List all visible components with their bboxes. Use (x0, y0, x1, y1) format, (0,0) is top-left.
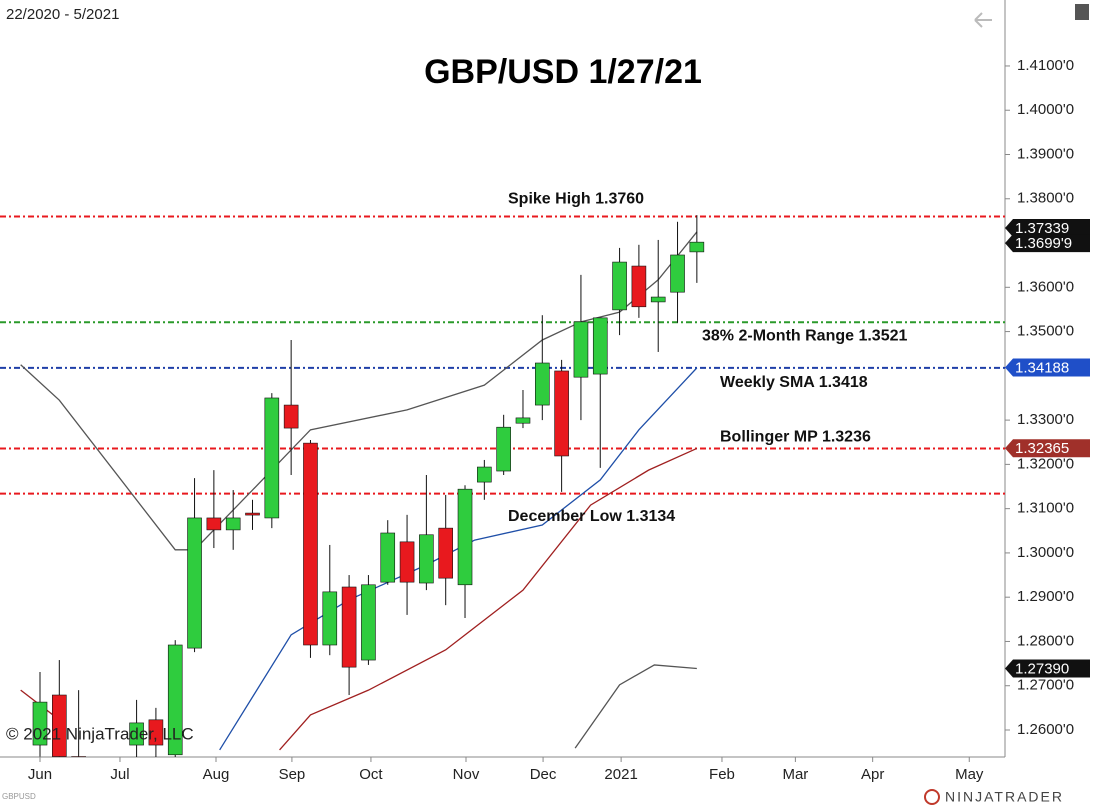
x-tick-label: Feb (709, 766, 735, 783)
candle-body (264, 397, 280, 519)
candle-body (650, 296, 666, 303)
x-tick-label: May (955, 766, 984, 783)
candle-body (592, 317, 608, 375)
indicator-line (574, 664, 697, 749)
price-tag-label: 1.34188 (1015, 359, 1069, 376)
y-tick-label: 1.3000'0 (1017, 544, 1074, 561)
candle-body (515, 417, 531, 424)
candle-body (71, 756, 86, 757)
candle-body (322, 591, 338, 646)
candle-body (52, 694, 67, 757)
candle-body (380, 532, 396, 583)
x-tick-label: Sep (279, 766, 306, 783)
y-tick-label: 1.2800'0 (1017, 632, 1074, 649)
candle-body (225, 517, 241, 531)
level-label: 38% 2-Month Range 1.3521 (702, 327, 908, 344)
logo-icon (924, 789, 940, 805)
y-tick-label: 1.3900'0 (1017, 145, 1074, 162)
price-tag (1005, 234, 1090, 253)
y-tick-label: 1.2600'0 (1017, 721, 1074, 738)
candle-body (689, 241, 705, 253)
plot-area (0, 215, 1005, 757)
y-tick-label: 1.2900'0 (1017, 588, 1074, 605)
axes: 1.4100'0 1.4000'0 1.3900'0 1.3800'0 1.3600'0… (28, 57, 1090, 783)
y-tick-label: 1.3300'0 (1017, 411, 1074, 428)
back-icon[interactable] (974, 12, 992, 28)
date-range: 22/2020 - 5/2021 (6, 6, 119, 23)
candle-body (245, 512, 260, 516)
price-tag-label: 1.32365 (1015, 440, 1069, 457)
price-tag (1005, 358, 1090, 377)
level-label: Spike High 1.3760 (508, 191, 644, 208)
candle-body (457, 488, 473, 586)
y-tick-label: 1.4000'0 (1017, 101, 1074, 118)
candle-body (534, 362, 550, 406)
candle-body (631, 265, 647, 308)
candle-body (670, 254, 685, 293)
x-tick-label: Jul (110, 766, 129, 783)
y-tick-label: 1.3200'0 (1017, 455, 1074, 472)
chart-title: GBP/USD 1/27/21 (424, 53, 702, 91)
y-tick-label: 1.4100'0 (1017, 57, 1074, 74)
candle-body (438, 527, 454, 579)
candle-body (148, 719, 164, 746)
price-tag (1005, 439, 1090, 458)
y-tick-label: 1.3100'0 (1017, 500, 1074, 517)
x-tick-label: Apr (861, 766, 884, 783)
candle-body (32, 701, 48, 746)
candle-body (187, 517, 202, 649)
level-label: Bollinger MP 1.3236 (720, 429, 871, 446)
candle-body (303, 442, 318, 646)
y-tick-label: 1.3500'0 (1017, 323, 1074, 340)
candle-body (477, 466, 492, 483)
candle-body (361, 584, 376, 661)
x-tick-label: Jun (28, 766, 52, 783)
candle-body (419, 534, 434, 584)
candle-body (341, 586, 357, 668)
price-tag (1005, 219, 1090, 238)
price-tag-label: 1.27390 (1015, 660, 1069, 677)
candle-body (167, 644, 183, 756)
x-tick-label: Oct (359, 766, 383, 783)
price-tag-label: 1.3699'9 (1015, 235, 1072, 252)
level-label: December Low 1.3134 (508, 508, 675, 525)
candle-body (554, 370, 569, 457)
x-tick-label: Dec (530, 766, 557, 783)
x-tick-label: 2021 (604, 766, 637, 783)
y-tick-label: 1.3800'0 (1017, 190, 1074, 207)
x-tick-label: Mar (782, 766, 808, 783)
indicator-line (279, 447, 698, 751)
y-tick-label: 1.3600'0 (1017, 278, 1074, 295)
brand: NINJATRADER (945, 789, 1064, 805)
candle-body (399, 541, 415, 583)
y-tick-label: 1.2700'0 (1017, 677, 1074, 694)
candle-body (612, 261, 627, 311)
level-label: Weekly SMA 1.3418 (720, 374, 868, 391)
x-tick-label: Nov (453, 766, 480, 783)
x-tick-label: Aug (203, 766, 230, 783)
candle-body (129, 722, 144, 746)
candle-body (206, 517, 222, 531)
price-tag-label: 1.37339 (1015, 220, 1069, 237)
candle-body (573, 321, 589, 378)
menu-icon[interactable] (1075, 4, 1089, 20)
instrument: GBPUSD (2, 792, 36, 801)
candle-body (283, 404, 299, 429)
price-tag (1005, 659, 1090, 678)
copyright: © 2021 NinjaTrader, LLC (6, 724, 194, 743)
candle-body (496, 426, 511, 472)
